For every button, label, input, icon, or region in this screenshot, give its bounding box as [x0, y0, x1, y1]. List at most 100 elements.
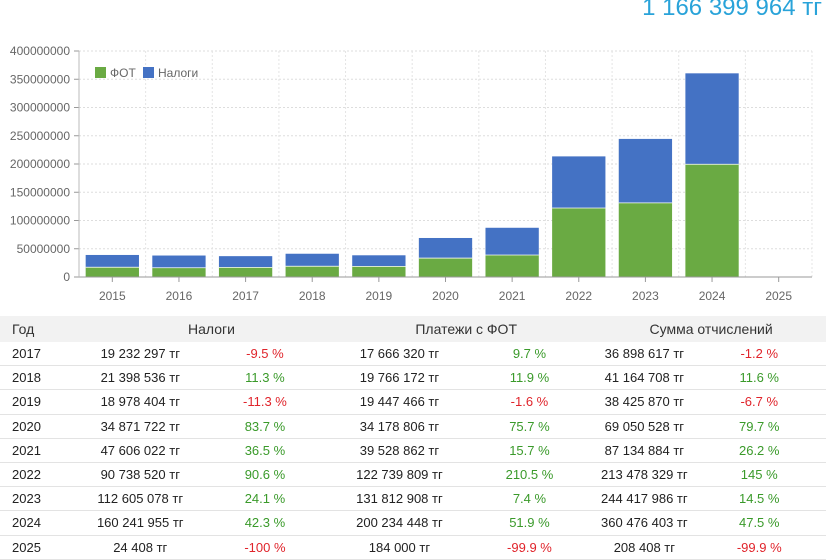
row-sum: 36 898 617 тг	[596, 346, 692, 361]
row-fot: 19 447 466 тг	[336, 394, 462, 409]
row-fot-change: 9.7 %	[463, 346, 597, 361]
x-tick-label: 2018	[299, 289, 326, 303]
header-sum: Сумма отчислений	[596, 321, 826, 337]
row-taxes-change: 11.3 %	[194, 370, 337, 385]
row-fot: 17 666 320 тг	[336, 346, 462, 361]
bar-taxes-2023	[619, 139, 672, 203]
row-taxes: 24 408 тг	[87, 540, 194, 555]
row-fot: 184 000 тг	[336, 540, 462, 555]
y-tick-label: 350000000	[10, 72, 70, 86]
row-fot-change: 7.4 %	[463, 491, 597, 506]
y-tick-label: 100000000	[10, 214, 70, 228]
bar-taxes-2024	[685, 73, 738, 164]
row-taxes: 18 978 404 тг	[87, 394, 194, 409]
row-sum-change: 11.6 %	[692, 370, 826, 385]
row-fot: 122 739 809 тг	[336, 467, 462, 482]
row-year: 2019	[0, 394, 87, 409]
x-tick-label: 2019	[366, 289, 393, 303]
bar-fot-2021	[485, 255, 538, 277]
row-fot: 131 812 908 тг	[336, 491, 462, 506]
row-year: 2023	[0, 491, 87, 506]
y-tick-label: 150000000	[10, 185, 70, 199]
row-sum-change: -99.9 %	[692, 540, 826, 555]
bar-fot-2017	[219, 267, 272, 277]
x-tick-label: 2022	[565, 289, 592, 303]
x-tick-label: 2021	[499, 289, 526, 303]
y-tick-label: 50000000	[17, 242, 71, 256]
row-taxes: 21 398 536 тг	[87, 370, 194, 385]
row-sum: 69 050 528 тг	[596, 419, 692, 434]
stacked-bar-chart: 0500000001000000001500000002000000002500…	[0, 36, 826, 312]
row-year: 2024	[0, 515, 87, 530]
total-amount: 1 166 399 964 тг	[642, 0, 822, 22]
row-taxes: 19 232 297 тг	[87, 346, 194, 361]
legend-label-taxes: Налоги	[158, 66, 198, 80]
row-sum: 213 478 329 тг	[596, 467, 692, 482]
row-taxes-change: 83.7 %	[194, 419, 337, 434]
row-year: 2022	[0, 467, 87, 482]
bar-taxes-2016	[152, 256, 205, 268]
row-fot-change: 11.9 %	[463, 370, 597, 385]
row-sum: 360 476 403 тг	[596, 515, 692, 530]
row-fot: 39 528 862 тг	[336, 443, 462, 458]
row-fot-change: -99.9 %	[463, 540, 597, 555]
row-sum-change: 14.5 %	[692, 491, 826, 506]
bar-fot-2019	[352, 266, 405, 277]
chart-bars	[86, 73, 806, 277]
row-year: 2020	[0, 419, 87, 434]
legend-label-fot: ФОТ	[110, 66, 136, 80]
y-tick-label: 0	[63, 270, 70, 284]
legend-swatch-taxes	[143, 67, 154, 78]
row-taxes-change: -100 %	[194, 540, 337, 555]
row-taxes: 90 738 520 тг	[87, 467, 194, 482]
bar-taxes-2020	[419, 238, 472, 258]
payments-table: Год Налоги Платежи с ФОТ Сумма отчислени…	[0, 316, 826, 560]
x-tick-label: 2024	[699, 289, 726, 303]
y-tick-label: 400000000	[10, 44, 70, 58]
row-taxes-change: -11.3 %	[194, 394, 337, 409]
row-fot-change: 51.9 %	[463, 515, 597, 530]
row-taxes-change: 24.1 %	[194, 491, 337, 506]
row-year: 2021	[0, 443, 87, 458]
row-sum: 38 425 870 тг	[596, 394, 692, 409]
x-tick-label: 2025	[765, 289, 792, 303]
row-taxes: 34 871 722 тг	[87, 419, 194, 434]
row-taxes-change: -9.5 %	[194, 346, 337, 361]
row-year: 2017	[0, 346, 87, 361]
row-taxes: 47 606 022 тг	[87, 443, 194, 458]
chart-legend: ФОТ Налоги	[95, 66, 198, 80]
row-fot-change: 15.7 %	[463, 443, 597, 458]
bar-taxes-2018	[286, 254, 339, 266]
row-sum-change: 26.2 %	[692, 443, 826, 458]
row-year: 2018	[0, 370, 87, 385]
row-taxes: 112 605 078 тг	[87, 491, 194, 506]
bar-fot-2020	[419, 258, 472, 277]
x-tick-label: 2017	[232, 289, 259, 303]
header-year: Год	[0, 321, 87, 337]
table-header: Год Налоги Платежи с ФОТ Сумма отчислени…	[0, 316, 826, 342]
row-year: 2025	[0, 540, 87, 555]
row-sum-change: 79.7 %	[692, 419, 826, 434]
row-sum: 208 408 тг	[596, 540, 692, 555]
bar-fot-2016	[152, 267, 205, 277]
header-fot: Платежи с ФОТ	[336, 321, 596, 337]
row-sum-change: -1.2 %	[692, 346, 826, 361]
row-taxes-change: 90.6 %	[194, 467, 337, 482]
row-sum: 41 164 708 тг	[596, 370, 692, 385]
row-sum-change: 47.5 %	[692, 515, 826, 530]
row-fot-change: -1.6 %	[463, 394, 597, 409]
bar-taxes-2019	[352, 255, 405, 266]
y-tick-label: 250000000	[10, 129, 70, 143]
y-tick-label: 300000000	[10, 101, 70, 115]
bar-fot-2023	[619, 203, 672, 277]
x-tick-label: 2023	[632, 289, 659, 303]
row-sum: 244 417 986 тг	[596, 491, 692, 506]
